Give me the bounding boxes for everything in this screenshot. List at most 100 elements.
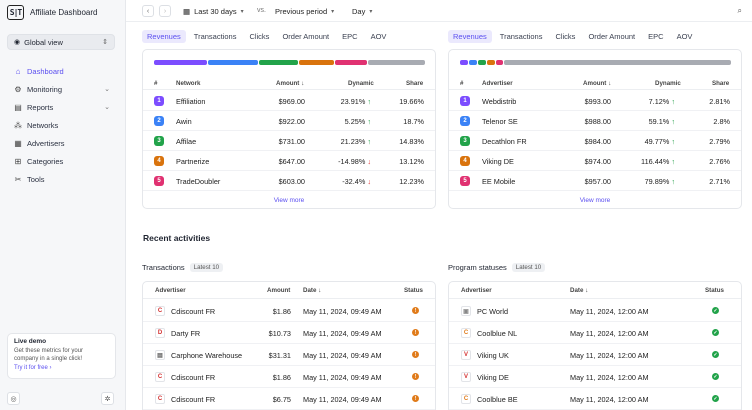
table-row[interactable]: 4 Viking DE $974.00 116.44% ↑ 2.76% bbox=[449, 151, 741, 171]
chevron-down-icon: ▾ bbox=[369, 9, 373, 15]
row-name[interactable]: Telenor SE bbox=[482, 117, 518, 126]
row-amount: $922.00 bbox=[278, 117, 305, 126]
row-name[interactable]: Partnerize bbox=[176, 157, 210, 166]
col-amount[interactable]: Amount ↓ bbox=[583, 80, 611, 87]
next-period-button[interactable]: › bbox=[159, 5, 171, 17]
tab-transactions[interactable]: Transactions bbox=[499, 31, 543, 41]
sidebar-item-networks[interactable]: ⁂ Networks bbox=[0, 116, 126, 134]
row-name[interactable]: Viking DE bbox=[482, 157, 514, 166]
categories-icon: ⊞ bbox=[14, 156, 22, 166]
row-name[interactable]: Affilae bbox=[176, 137, 197, 146]
table-row[interactable]: C Coolblue NL May 11, 2024, 12:00 AM ✓ bbox=[449, 322, 741, 344]
try-free-link[interactable]: Try it for free › bbox=[14, 365, 109, 371]
tab-epc[interactable]: EPC bbox=[648, 31, 664, 41]
tab-revenues[interactable]: Revenues bbox=[448, 29, 492, 43]
row-dynamic-value: 21.23% bbox=[340, 137, 366, 146]
col-amount[interactable]: Amount ↓ bbox=[276, 80, 304, 87]
tab-clicks[interactable]: Clicks bbox=[249, 31, 270, 41]
col-status[interactable]: Status bbox=[705, 287, 724, 294]
row-name[interactable]: TradeDoubler bbox=[176, 177, 221, 186]
row-advertiser[interactable]: Darty FR bbox=[171, 329, 201, 338]
tab-transactions[interactable]: Transactions bbox=[193, 31, 237, 41]
row-name[interactable]: Decathlon FR bbox=[482, 137, 527, 146]
sidebar-item-dashboard[interactable]: ⌂ Dashboard bbox=[0, 62, 126, 80]
table-row[interactable]: 4 Partnerize $647.00 -14.98% ↓ 13.12% bbox=[143, 151, 435, 171]
table-row[interactable]: 3 Decathlon FR $984.00 49.77% ↑ 2.79% bbox=[449, 131, 741, 151]
tab-epc[interactable]: EPC bbox=[342, 31, 358, 41]
table-row[interactable]: C Cdiscount FR $6.75 May 11, 2024, 09:49 AM… bbox=[143, 388, 435, 410]
col-share[interactable]: Share bbox=[712, 80, 730, 87]
row-name[interactable]: EE Mobile bbox=[482, 177, 516, 186]
row-advertiser[interactable]: Cdiscount FR bbox=[171, 307, 216, 316]
tab-order-amount[interactable]: Order Amount bbox=[588, 31, 636, 41]
tab-order-amount[interactable]: Order Amount bbox=[282, 31, 330, 41]
row-advertiser[interactable]: Cdiscount FR bbox=[171, 395, 216, 404]
table-row[interactable]: 1 Effiliation $969.00 23.91% ↑ 19.66% bbox=[143, 91, 435, 111]
rank-badge: 4 bbox=[154, 156, 164, 166]
row-name[interactable]: Awin bbox=[176, 117, 192, 126]
col-amount[interactable]: Amount bbox=[267, 287, 291, 294]
tab-revenues[interactable]: Revenues bbox=[142, 29, 186, 43]
row-name[interactable]: Webdistrib bbox=[482, 97, 517, 106]
col-num: # bbox=[460, 80, 464, 87]
table-row[interactable]: D Darty FR $10.73 May 11, 2024, 09:49 AM! bbox=[143, 322, 435, 344]
table-row[interactable]: 2 Telenor SE $988.00 59.1% ↑ 2.8% bbox=[449, 111, 741, 131]
row-name[interactable]: Effiliation bbox=[176, 97, 206, 106]
col-date[interactable]: Date ↓ bbox=[303, 287, 321, 294]
row-date: May 11, 2024, 12:00 AM bbox=[570, 395, 649, 404]
sidebar-item-categories[interactable]: ⊞ Categories bbox=[0, 152, 126, 170]
settings-button[interactable]: ✲ bbox=[101, 392, 114, 405]
row-advertiser[interactable]: Viking UK bbox=[477, 351, 509, 360]
date-range-select[interactable]: ▦ Last 30 days ▾ bbox=[183, 7, 244, 16]
share-segment-other bbox=[504, 60, 731, 65]
prev-period-button[interactable]: ‹ bbox=[142, 5, 154, 17]
row-advertiser[interactable]: Coolblue BE bbox=[477, 395, 518, 404]
table-row[interactable]: V Viking UK May 11, 2024, 12:00 AM ✓ bbox=[449, 344, 741, 366]
sidebar-item-tools[interactable]: ✂ Tools bbox=[0, 170, 126, 188]
latest-badge: Latest 10 bbox=[511, 263, 546, 272]
row-advertiser[interactable]: Cdiscount FR bbox=[171, 373, 216, 382]
row-advertiser[interactable]: Coolblue NL bbox=[477, 329, 518, 338]
granularity-value: Day bbox=[352, 7, 366, 16]
table-row[interactable]: C Cdiscount FR $1.86 May 11, 2024, 09:49 AM… bbox=[143, 300, 435, 322]
table-row[interactable]: 5 EE Mobile $957.00 79.89% ↑ 2.71% bbox=[449, 171, 741, 191]
table-row[interactable]: 1 Webdistrib $993.00 7.12% ↑ 2.81% bbox=[449, 91, 741, 111]
chevron-right-icon: › bbox=[163, 7, 167, 15]
col-network[interactable]: Network bbox=[176, 80, 201, 87]
table-row[interactable]: C Cdiscount FR $1.86 May 11, 2024, 09:49 AM… bbox=[143, 366, 435, 388]
col-advertiser[interactable]: Advertiser bbox=[461, 287, 492, 294]
compare-select[interactable]: Previous period ▾ bbox=[275, 7, 334, 16]
table-row[interactable]: 5 TradeDoubler $603.00 -32.4% ↓ 12.23% bbox=[143, 171, 435, 191]
tab-clicks[interactable]: Clicks bbox=[555, 31, 576, 41]
tab-aov[interactable]: AOV bbox=[370, 31, 387, 41]
col-status[interactable]: Status bbox=[404, 287, 423, 294]
sidebar-item-reports[interactable]: ▤ Reports ⌄ bbox=[0, 98, 126, 116]
row-advertiser[interactable]: PC World bbox=[477, 307, 509, 316]
table-row[interactable]: ▤ Carphone Warehouse $31.31 May 11, 2024, 0… bbox=[143, 344, 435, 366]
profile-button[interactable]: ◎ bbox=[7, 392, 20, 405]
col-date[interactable]: Date ↓ bbox=[570, 287, 588, 294]
col-dynamic[interactable]: Dynamic bbox=[348, 80, 374, 87]
table-row[interactable]: 2 Awin $922.00 5.25% ↑ 18.7% bbox=[143, 111, 435, 131]
view-more-link[interactable]: View more bbox=[273, 197, 305, 204]
col-advertiser[interactable]: Advertiser bbox=[155, 287, 186, 294]
col-share[interactable]: Share bbox=[406, 80, 424, 87]
sidebar-item-monitoring[interactable]: ⚙ Monitoring ⌄ bbox=[0, 80, 126, 98]
row-date: May 11, 2024, 09:49 AM bbox=[303, 373, 382, 382]
view-more-link[interactable]: View more bbox=[579, 197, 611, 204]
sidebar-item-label: Categories bbox=[27, 156, 64, 166]
search-icon[interactable]: ⌕ bbox=[737, 6, 742, 15]
row-advertiser[interactable]: Carphone Warehouse bbox=[171, 351, 243, 360]
col-advertiser[interactable]: Advertiser bbox=[482, 80, 513, 87]
granularity-select[interactable]: Day ▾ bbox=[352, 7, 372, 16]
row-advertiser[interactable]: Viking DE bbox=[477, 373, 509, 382]
table-row[interactable]: ▣ PC World May 11, 2024, 12:00 AM ✓ bbox=[449, 300, 741, 322]
tab-aov[interactable]: AOV bbox=[676, 31, 693, 41]
col-dynamic[interactable]: Dynamic bbox=[655, 80, 681, 87]
program-statuses-title: Program statuses Latest 10 bbox=[448, 263, 546, 272]
table-row[interactable]: V Viking DE May 11, 2024, 12:00 AM ✓ bbox=[449, 366, 741, 388]
table-row[interactable]: 3 Affilae $731.00 21.23% ↑ 14.83% bbox=[143, 131, 435, 151]
sidebar-item-advertisers[interactable]: ▦ Advertisers bbox=[0, 134, 126, 152]
table-row[interactable]: C Coolblue BE May 11, 2024, 12:00 AM ✓ bbox=[449, 388, 741, 410]
view-select[interactable]: ◉ Global view ⇕ bbox=[7, 34, 115, 50]
